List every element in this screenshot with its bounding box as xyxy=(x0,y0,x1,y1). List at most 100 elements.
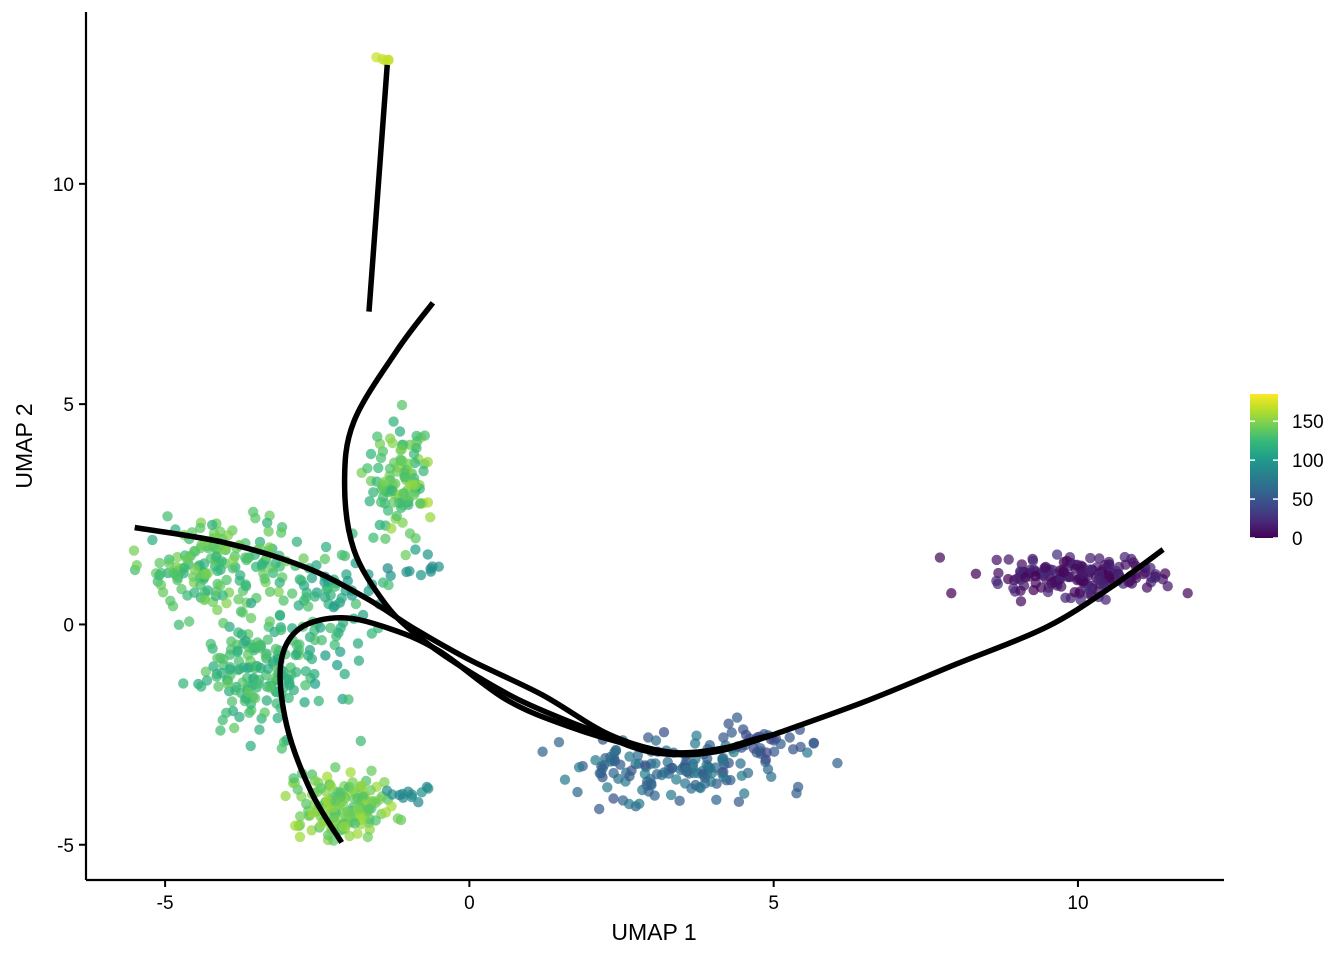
data-point xyxy=(315,622,326,633)
data-point xyxy=(300,592,312,603)
data-point xyxy=(610,745,622,757)
data-point xyxy=(718,732,729,743)
data-point xyxy=(355,735,366,747)
data-point xyxy=(991,554,1002,566)
data-point xyxy=(572,786,583,798)
data-point xyxy=(291,639,302,651)
data-point xyxy=(208,661,219,672)
data-point xyxy=(368,487,379,498)
data-point xyxy=(290,649,301,661)
data-point xyxy=(755,748,766,759)
data-point xyxy=(421,781,433,793)
data-point xyxy=(221,598,232,609)
data-point xyxy=(207,519,218,531)
data-point xyxy=(352,638,364,649)
data-point xyxy=(624,751,635,762)
data-point xyxy=(723,718,734,729)
data-point xyxy=(643,732,654,743)
data-point xyxy=(408,489,420,500)
data-point xyxy=(301,798,312,810)
data-point xyxy=(283,692,294,704)
data-point xyxy=(808,738,819,749)
data-point xyxy=(681,764,692,775)
data-point xyxy=(234,711,245,723)
data-point xyxy=(671,774,682,785)
data-point xyxy=(674,795,685,806)
data-point xyxy=(291,536,303,547)
data-point xyxy=(1077,568,1088,579)
data-point xyxy=(316,819,327,830)
data-point xyxy=(658,727,670,738)
data-point xyxy=(594,803,605,815)
data-point xyxy=(689,738,701,749)
data-point xyxy=(256,559,268,570)
data-point xyxy=(366,765,377,776)
data-point xyxy=(229,722,240,734)
data-point xyxy=(386,523,397,534)
data-point xyxy=(215,526,226,537)
data-point xyxy=(339,668,350,680)
data-point xyxy=(640,760,651,771)
data-point xyxy=(1069,587,1080,598)
data-point xyxy=(993,567,1004,579)
data-point xyxy=(211,586,222,597)
data-point xyxy=(264,586,276,597)
data-point xyxy=(739,788,750,799)
data-point xyxy=(275,624,287,636)
data-point xyxy=(335,646,346,657)
data-point xyxy=(702,753,713,764)
data-point xyxy=(320,650,331,661)
data-point xyxy=(231,681,242,693)
data-point xyxy=(383,579,394,591)
data-point xyxy=(287,588,298,599)
data-point xyxy=(1046,578,1057,589)
data-point xyxy=(173,619,185,630)
data-point xyxy=(242,662,253,674)
data-point xyxy=(559,774,571,785)
data-point xyxy=(227,563,238,574)
data-point xyxy=(621,767,632,778)
data-point xyxy=(1182,588,1193,599)
data-point xyxy=(343,694,354,705)
data-point xyxy=(665,789,677,801)
x-tick-label: -5 xyxy=(157,893,174,914)
data-point xyxy=(1056,581,1067,592)
colorbar-label: 100 xyxy=(1292,451,1324,472)
data-point xyxy=(791,788,802,799)
data-point xyxy=(260,650,271,661)
data-point xyxy=(155,579,167,591)
data-point xyxy=(240,635,251,647)
data-point xyxy=(280,790,291,802)
data-point xyxy=(1160,568,1171,579)
data-point xyxy=(332,659,343,671)
data-point xyxy=(199,594,210,606)
data-point xyxy=(1015,585,1026,596)
data-point xyxy=(379,476,390,487)
data-point xyxy=(330,796,341,807)
data-point xyxy=(128,545,140,556)
data-point xyxy=(233,594,244,605)
data-point xyxy=(266,562,277,573)
data-point xyxy=(1084,564,1096,575)
data-point xyxy=(970,568,982,579)
data-point xyxy=(427,561,438,572)
data-point xyxy=(388,497,399,508)
data-point xyxy=(262,634,273,645)
data-point xyxy=(300,680,311,691)
data-point xyxy=(232,645,243,656)
data-point xyxy=(425,512,436,523)
data-point xyxy=(380,533,391,544)
data-point xyxy=(215,564,226,575)
data-point xyxy=(594,768,605,779)
data-point xyxy=(680,778,691,789)
data-point xyxy=(255,662,266,674)
data-point xyxy=(309,668,320,680)
data-point xyxy=(735,758,746,769)
data-point xyxy=(1094,569,1105,581)
data-point xyxy=(637,784,648,796)
data-point xyxy=(832,757,843,769)
data-point xyxy=(364,496,375,507)
data-point xyxy=(365,448,377,460)
data-point xyxy=(349,818,360,829)
data-point xyxy=(353,655,365,666)
